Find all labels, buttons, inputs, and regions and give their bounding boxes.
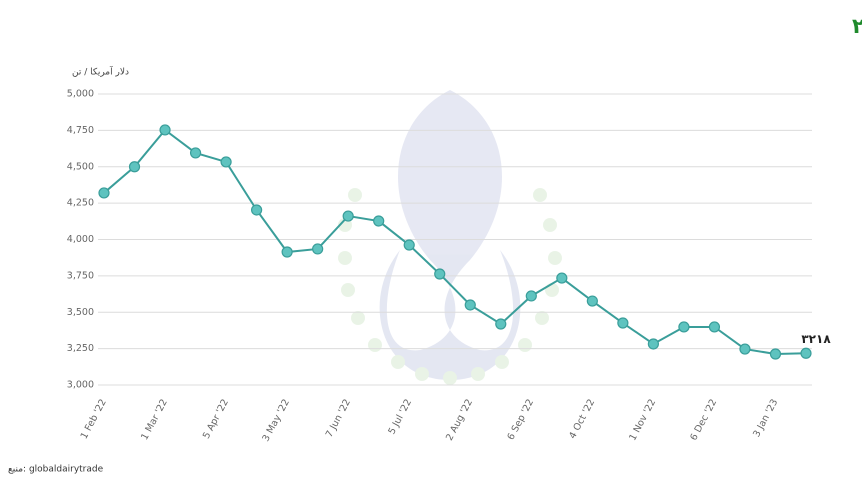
- data-point: [281, 246, 293, 258]
- y-tick-label: 4,750: [67, 125, 94, 136]
- data-point: [556, 272, 568, 284]
- data-point: [159, 124, 171, 136]
- y-tick-label: 3,000: [67, 380, 94, 391]
- source-note: منبع: globaldairytrade: [8, 465, 104, 475]
- data-point: [464, 299, 476, 311]
- data-point: [189, 147, 202, 159]
- y-tick-label: 4,000: [67, 234, 94, 245]
- y-tick-label: 5,000: [67, 89, 94, 100]
- data-point: [128, 161, 141, 173]
- data-point: [708, 321, 721, 333]
- data-point: [403, 239, 415, 251]
- data-point: [617, 317, 629, 329]
- data-point: [342, 210, 354, 222]
- data-point: [98, 187, 110, 199]
- data-point: [495, 318, 507, 330]
- y-tick-label: 4,500: [67, 161, 94, 172]
- y-axis-label: دلار آمریکا / تن: [72, 66, 129, 78]
- y-tick-label: 3,500: [67, 307, 94, 318]
- data-point: [373, 215, 385, 227]
- y-tick-label: 4,250: [67, 198, 94, 209]
- data-point: [800, 347, 812, 359]
- data-point: [220, 156, 232, 168]
- data-point: [678, 321, 690, 333]
- data-point: [769, 348, 782, 360]
- data-point: [312, 243, 324, 255]
- data-label: ۳۲۱۸: [801, 332, 831, 346]
- chart-title: تغییرات میانگین قیمت جهانی پودر شیرخشک ک…: [852, 13, 862, 38]
- data-point: [434, 268, 446, 280]
- data-point: [647, 338, 659, 350]
- data-point: [739, 343, 751, 355]
- data-point: [525, 290, 537, 302]
- data-point: [586, 295, 598, 307]
- y-tick-label: 3,250: [67, 343, 94, 354]
- data-point: [251, 204, 263, 216]
- y-tick-label: 3,750: [67, 270, 94, 281]
